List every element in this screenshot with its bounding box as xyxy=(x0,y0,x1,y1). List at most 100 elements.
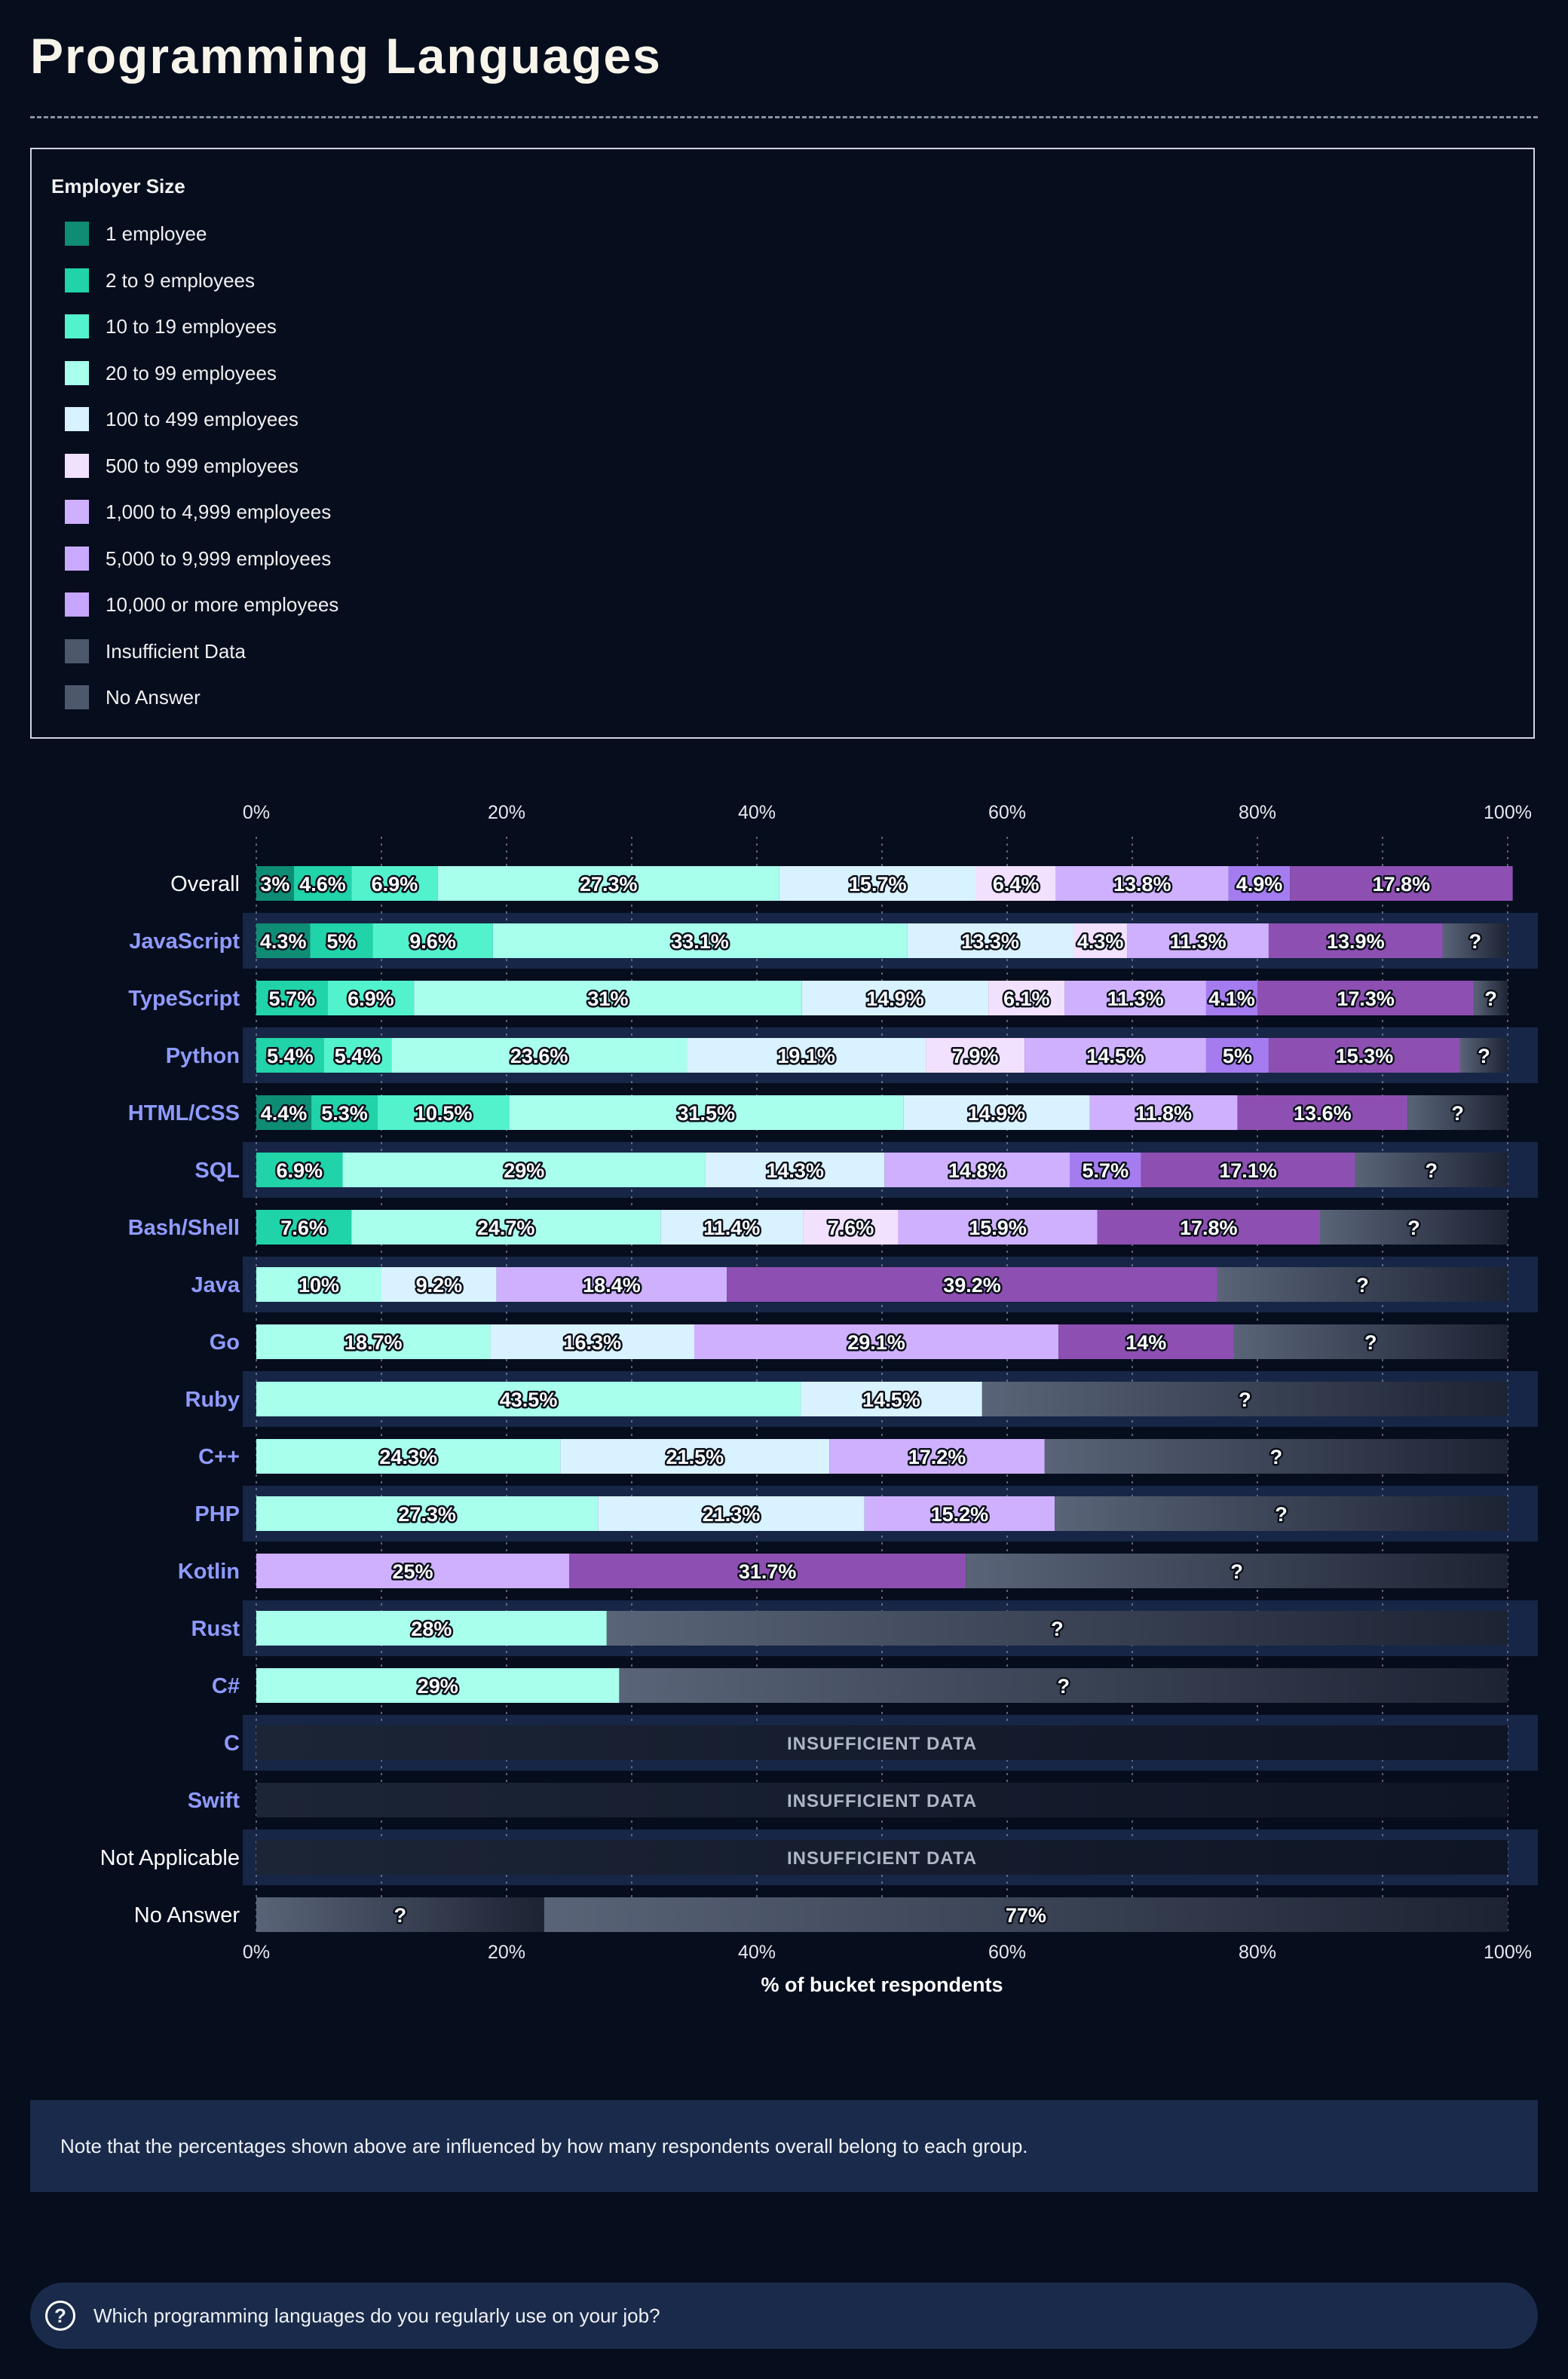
bar-segment xyxy=(256,923,311,958)
bar-segment xyxy=(256,1554,569,1588)
bar-value-label: 31.5% xyxy=(677,1102,735,1125)
bar-segment xyxy=(1442,923,1508,958)
bar-segment xyxy=(256,1038,324,1073)
bar-segment xyxy=(1073,923,1128,958)
row-label: PHP xyxy=(194,1502,240,1526)
legend-label: Insufficient Data xyxy=(106,639,246,663)
note-box: Note that the percentages shown above ar… xyxy=(30,2100,1538,2192)
bar-value-label: ? xyxy=(394,1904,407,1927)
bar-segment xyxy=(1064,981,1206,1015)
bar-segment xyxy=(1070,1153,1141,1187)
bar-segment xyxy=(256,1095,312,1130)
bar-segment xyxy=(509,1095,904,1130)
bar-segment xyxy=(342,1153,706,1187)
bar-segment xyxy=(1237,1095,1408,1130)
row-label: HTML/CSS xyxy=(128,1101,240,1125)
bar-segment xyxy=(381,1267,497,1302)
bar-segment xyxy=(256,1611,607,1646)
bar-segment xyxy=(1089,1095,1238,1130)
bar-segment xyxy=(256,1496,599,1531)
bar-value-label: 11.3% xyxy=(1107,987,1164,1010)
bar-value-label: 17.3% xyxy=(1337,987,1395,1010)
bar-value-label: 7.6% xyxy=(280,1217,327,1239)
x-tick-label-top: 20% xyxy=(488,802,525,823)
bar-value-label: 18.4% xyxy=(583,1274,641,1297)
bar-value-label: ? xyxy=(1451,1102,1464,1125)
bar-segment xyxy=(1407,1095,1508,1130)
legend-label: 1,000 to 4,999 employees xyxy=(106,501,332,523)
bar-value-label: 9.6% xyxy=(409,930,456,953)
bar-segment xyxy=(1474,981,1508,1015)
legend: Employer Size 1 employee 2 to 9 employees… xyxy=(30,148,1535,739)
bar-segment xyxy=(256,1153,343,1187)
insufficient-bar xyxy=(256,1725,1508,1760)
bar-segment xyxy=(606,1611,1508,1646)
bar-value-label: ? xyxy=(1057,1675,1070,1698)
legend-label: 2 to 9 employees xyxy=(106,268,256,292)
bar-segment xyxy=(569,1554,966,1588)
x-tick-label-bottom: 60% xyxy=(988,1942,1026,1963)
row-label: Overall xyxy=(170,872,240,896)
question-circle-icon: ? xyxy=(45,2301,75,2331)
bar-segment xyxy=(256,1668,620,1703)
bar-segment xyxy=(1268,923,1443,958)
bar-segment xyxy=(1097,1210,1320,1245)
bar-value-label: 4.3% xyxy=(1077,930,1124,953)
bar-segment xyxy=(1055,1496,1508,1531)
x-tick-label-bottom: 100% xyxy=(1484,1942,1532,1963)
bar-value-label: ? xyxy=(1407,1217,1420,1239)
bar-segment xyxy=(496,1267,727,1302)
bar-value-label: 6.9% xyxy=(372,873,418,896)
bar-segment xyxy=(1268,1038,1460,1073)
bar-value-label: 17.1% xyxy=(1219,1159,1277,1182)
legend-item: 1,000 to 4,999 employees xyxy=(65,500,338,547)
bar-value-label: 17.2% xyxy=(908,1446,966,1468)
legend-item: 5,000 to 9,999 employees xyxy=(65,546,338,593)
row-label: Not Applicable xyxy=(100,1846,240,1870)
bar-segment xyxy=(966,1554,1508,1588)
x-tick-label-bottom: 0% xyxy=(243,1942,270,1963)
legend-item: 100 to 499 employees xyxy=(65,407,338,454)
row-label: C xyxy=(224,1731,240,1756)
bar-value-label: 6.4% xyxy=(993,873,1040,896)
bar-segment xyxy=(884,1153,1070,1187)
bar-value-label: 29% xyxy=(504,1159,544,1182)
bar-segment xyxy=(310,923,373,958)
legend-swatch xyxy=(65,360,89,385)
row-label: Swift xyxy=(188,1789,240,1813)
x-tick-label-top: 80% xyxy=(1239,802,1276,823)
bar-segment xyxy=(490,1324,694,1359)
bar-value-label: 4.6% xyxy=(299,873,346,896)
row-label: Python xyxy=(166,1044,240,1068)
x-tick-label-top: 60% xyxy=(988,802,1026,823)
bar-value-label: 13.9% xyxy=(1327,930,1385,953)
bar-segment xyxy=(1058,1324,1234,1359)
bar-segment xyxy=(907,923,1073,958)
bar-segment xyxy=(903,1095,1090,1130)
bar-segment xyxy=(1233,1324,1508,1359)
bar-value-label: 7.9% xyxy=(952,1045,999,1067)
bar-value-label: 5.4% xyxy=(335,1045,381,1067)
bar-segment xyxy=(660,1210,804,1245)
row-label: C# xyxy=(212,1674,240,1698)
bar-value-label: ? xyxy=(1364,1331,1377,1354)
bar-value-label: 7.6% xyxy=(828,1217,874,1239)
bar-segment xyxy=(1141,1153,1355,1187)
legend-label: 5,000 to 9,999 employees xyxy=(106,547,332,570)
bar-value-label: 14.9% xyxy=(968,1102,1026,1125)
bar-value-label: 28% xyxy=(411,1618,452,1640)
row-label: Kotlin xyxy=(178,1560,240,1584)
bar-segment xyxy=(544,1897,1508,1932)
x-axis-label: % of bucket respondents xyxy=(761,1973,1003,1996)
bar-value-label: 15.3% xyxy=(1336,1045,1394,1067)
row-label: No Answer xyxy=(134,1903,240,1927)
bar-value-label: 4.1% xyxy=(1208,987,1255,1010)
bar-value-label: ? xyxy=(1356,1274,1369,1297)
bar-segment xyxy=(293,866,352,901)
bar-value-label: 25% xyxy=(392,1560,433,1583)
bar-segment xyxy=(256,1267,381,1302)
x-tick-label-bottom: 40% xyxy=(738,1942,776,1963)
bar-value-label: 6.9% xyxy=(348,987,394,1010)
legend-item: 2 to 9 employees xyxy=(65,268,338,315)
legend-label: 10 to 19 employees xyxy=(106,315,277,338)
